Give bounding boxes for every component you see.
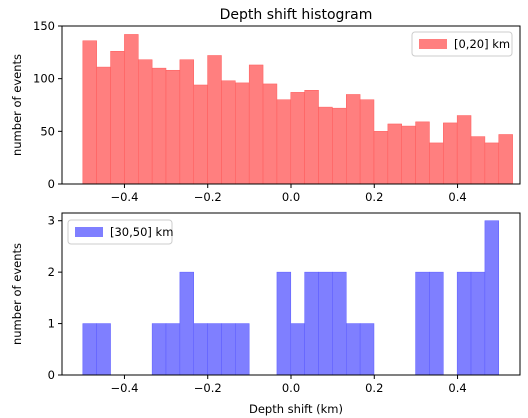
histogram-bar [179,271,194,376]
y-tick-label: 3 [48,214,55,228]
histogram-bar [193,323,208,376]
y-tick-label: 2 [48,265,55,279]
x-tick-label: 0.4 [448,381,466,395]
x-tick-label: 0.0 [282,381,300,395]
histogram-bar [304,271,319,376]
x-tick-label: 0.2 [365,190,383,204]
histogram-bar [373,131,389,185]
x-tick-label: −0.2 [194,190,222,204]
histogram-bar [346,94,361,185]
histogram-bar [82,40,97,185]
histogram-bar [221,80,236,185]
histogram-bar [165,323,181,376]
legend-label: [0,20] km [454,37,510,51]
histogram-bar [96,323,111,376]
y-axis-label: number of events [10,54,24,156]
y-axis-label: number of events [10,243,24,345]
histogram-bar [235,82,250,185]
histogram-bar [332,271,347,376]
x-tick-label: 0.0 [282,190,300,204]
y-tick-label: 0 [48,177,55,191]
histogram-bar [498,134,513,185]
histogram-bar [470,136,486,185]
histogram-bar [96,66,111,185]
histogram-bar [415,121,430,185]
x-tick-label: 0.4 [448,190,466,204]
x-tick-label: −0.2 [194,381,222,395]
legend-label: [30,50] km [110,225,173,239]
chart-title: Depth shift histogram [220,7,373,23]
histogram-bar [359,323,375,376]
histogram-bar [110,51,125,185]
histogram-bar [332,107,347,185]
histogram-bar [235,323,250,376]
x-axis-label: Depth shift (km) [249,402,343,416]
histogram-bar [304,90,319,185]
histogram-bar [290,92,305,185]
x-tick-label: −0.4 [110,190,138,204]
legend-swatch [75,227,103,237]
histogram-bar [290,323,305,376]
histogram-bar [151,323,167,376]
histogram-bar [207,55,222,185]
histogram-bar [262,83,278,185]
histogram-bar [276,99,292,185]
histogram-bar [318,271,333,376]
histogram-bar [443,122,458,185]
histogram-bar [207,323,222,376]
y-tick-label: 0 [48,368,55,382]
histogram-bar [124,34,139,185]
histogram-panel-deep: −0.4 −0.2 0.0 0.2 0.4 0 1 2 3 number of events [30… [10,212,521,395]
histogram-bar [221,323,236,376]
histogram-bar [151,67,167,185]
histogram-bar [484,142,500,185]
x-tick-label: 0.2 [365,381,383,395]
legend: [30,50] km [67,219,173,245]
histogram-bar [470,271,486,376]
legend-swatch [419,39,447,49]
histogram-bar [401,125,416,185]
histogram-bar [359,99,375,185]
y-tick-label: 1 [48,317,55,331]
y-tick-label: 50 [40,124,55,138]
histogram-bar [165,69,181,185]
histogram-bar [138,59,153,185]
y-tick-label: 100 [33,72,55,86]
histogram-bar [82,323,97,376]
histogram-bar [276,271,292,376]
legend-box [67,219,173,245]
legend-box [411,31,513,57]
x-tick-label: −0.4 [110,381,138,395]
histogram-bar [248,64,264,185]
histogram-panel-shallow: −0.4 −0.2 0.0 0.2 0.4 0 50 100 150 number of even… [10,19,521,204]
histogram-bar [456,271,472,376]
histogram-bar [456,115,472,185]
y-tick-label: 150 [33,19,55,33]
legend: [0,20] km [411,31,513,57]
histogram-bar [179,59,194,185]
histogram-bar [415,271,430,376]
histogram-bar [429,271,444,376]
histogram-bar [318,106,333,185]
histogram-bar [346,323,361,376]
histogram-bar [484,220,500,376]
histogram-bar [193,84,208,185]
histogram-bar [387,123,402,185]
histogram-bar [429,142,444,185]
